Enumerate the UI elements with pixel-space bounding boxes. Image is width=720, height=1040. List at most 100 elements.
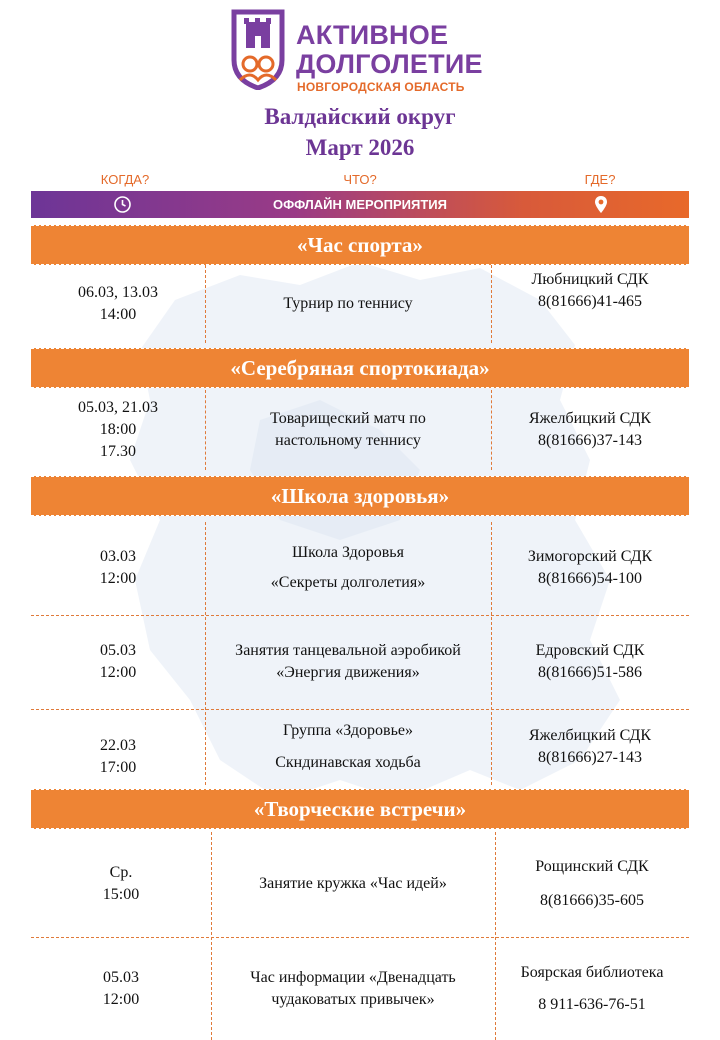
event-title: Турнир по теннису — [283, 295, 413, 312]
column-header-what: ЧТО? — [343, 172, 377, 187]
event-when: 03.03 12:00 — [31, 522, 205, 614]
event-title: Скндинавская ходьба — [275, 754, 421, 771]
event-time: 12:00 — [102, 990, 140, 1008]
logo: АКТИВНОЕ ДОЛГОЛЕТИЕ НОВГОРОДСКАЯ ОБЛАСТЬ — [228, 8, 498, 98]
event-time: 14:00 — [99, 306, 137, 323]
event-time: 12:00 — [99, 663, 137, 681]
logo-region: НОВГОРОДСКАЯ ОБЛАСТЬ — [297, 80, 465, 94]
event-time: 17:00 — [99, 759, 137, 776]
column-divider — [205, 522, 206, 785]
section-title: «Творческие встречи» — [253, 797, 467, 821]
section-header-sport-hour: «Час спорта» — [31, 225, 689, 265]
event-venue: Рощинский СДК — [535, 858, 649, 875]
event-title: Занятие кружка «Час идей» — [259, 875, 447, 892]
event-where: Яжелбицкий СДК 8(81666)37-143 — [491, 390, 689, 470]
event-venue: Яжелбицкий СДК — [528, 410, 652, 427]
map-pin-icon — [595, 196, 607, 213]
logo-emblem-icon — [231, 9, 285, 90]
row-divider — [31, 615, 689, 616]
event-title: «Энергия движения» — [276, 663, 420, 681]
event-date: 05.03 — [100, 641, 136, 659]
page-title-district: Валдайский округ — [264, 104, 456, 129]
event-title: Час информации «Двенадцать — [250, 968, 456, 986]
section-title: «Школа здоровья» — [270, 484, 450, 508]
event-what: Занятие кружка «Час идей» — [211, 832, 495, 936]
event-where: Рощинский СДК 8(81666)35-605 — [495, 832, 689, 936]
row-divider — [31, 937, 689, 938]
event-row: 05.03 12:00 Занятия танцевальной аэробик… — [31, 615, 689, 708]
event-what: Час информации «Двенадцать чудаковатых п… — [211, 937, 495, 1040]
event-venue: Боярская библиотека — [520, 963, 664, 981]
event-date: 22.03 — [100, 737, 136, 754]
event-row: 05.03 12:00 Час информации «Двенадцать ч… — [31, 937, 689, 1040]
column-divider — [205, 390, 206, 470]
event-when: 05.03, 21.03 18:00 17.30 — [31, 390, 205, 470]
event-row: 05.03, 21.03 18:00 17.30 Товарищеский ма… — [31, 390, 689, 470]
column-header-when: КОГДА? — [100, 172, 150, 187]
event-row: Ср. 15:00 Занятие кружка «Час идей» Рощи… — [31, 832, 689, 936]
event-phone: 8(81666)37-143 — [538, 432, 642, 449]
logo-title-line1: АКТИВНОЕ — [296, 20, 449, 50]
event-when: 22.03 17:00 — [31, 709, 205, 785]
event-where: Едровский СДК 8(81666)51-586 — [491, 615, 689, 708]
event-when: 05.03 12:00 — [31, 615, 205, 708]
event-what: Занятия танцевальной аэробикой «Энергия … — [205, 615, 491, 708]
banner-label: ОФФЛАЙН МЕРОПРИЯТИЯ — [273, 197, 447, 212]
page-title-month: Март 2026 — [305, 135, 415, 160]
section-header-creative-meetings: «Творческие встречи» — [31, 789, 689, 829]
clock-icon — [114, 196, 131, 213]
event-venue: Едровский СДК — [535, 641, 645, 659]
event-phone: 8(81666)27-143 — [538, 749, 642, 766]
event-phone: 8 911-636-76-51 — [538, 995, 646, 1013]
logo-title-line2: ДОЛГОЛЕТИЕ — [296, 49, 483, 79]
event-when: 06.03, 13.03 14:00 — [31, 265, 205, 343]
event-where: Зимогорский СДК 8(81666)54-100 — [491, 522, 689, 614]
event-title: Школа Здоровья — [292, 544, 404, 561]
event-title: Группа «Здоровье» — [283, 722, 413, 739]
event-title: Товарищеский матч по — [270, 410, 426, 427]
section-title: «Серебряная спортокиада» — [230, 356, 490, 380]
offline-events-banner: ОФФЛАЙН МЕРОПРИЯТИЯ — [31, 191, 689, 218]
event-row: 22.03 17:00 Группа «Здоровье» Скндинавск… — [31, 709, 689, 785]
section-header-health-school: «Школа здоровья» — [31, 476, 689, 516]
event-phone: 8(81666)54-100 — [538, 570, 642, 587]
column-divider — [491, 265, 492, 343]
event-venue: Зимогорский СДК — [527, 548, 653, 565]
event-row: 03.03 12:00 Школа Здоровья «Секреты долг… — [31, 522, 689, 614]
event-date: 03.03 — [100, 548, 136, 565]
event-what: Товарищеский матч по настольному теннису — [205, 390, 491, 470]
event-time: 18:00 — [99, 421, 137, 438]
event-when: 05.03 12:00 — [31, 937, 211, 1040]
event-where: Яжелбицкий СДК 8(81666)27-143 — [491, 709, 689, 785]
column-divider — [491, 390, 492, 470]
column-divider — [205, 265, 206, 343]
event-venue: Любницкий СДК — [531, 271, 649, 288]
event-what: Группа «Здоровье» Скндинавская ходьба — [205, 709, 491, 785]
column-divider — [211, 832, 212, 1040]
event-date: 05.03, 21.03 — [78, 399, 158, 416]
event-what: Турнир по теннису — [205, 265, 491, 343]
event-row: 06.03, 13.03 14:00 Турнир по теннису Люб… — [31, 265, 689, 343]
event-where: Боярская библиотека 8 911-636-76-51 — [495, 937, 689, 1040]
event-title: «Секреты долголетия» — [270, 574, 426, 591]
event-time: 15:00 — [102, 886, 140, 903]
section-header-silver-sportokiada: «Серебряная спортокиада» — [31, 348, 689, 388]
event-title: чудаковатых привычек» — [271, 990, 435, 1008]
event-phone: 8(81666)35-605 — [540, 892, 644, 909]
column-header-where: ГДЕ? — [584, 172, 616, 187]
event-venue: Яжелбицкий СДК — [528, 727, 652, 744]
section-title: «Час спорта» — [297, 233, 423, 257]
event-date: Ср. — [109, 864, 133, 881]
column-divider — [491, 522, 492, 785]
event-date: 06.03, 13.03 — [78, 284, 158, 301]
event-phone: 8(81666)41-465 — [538, 293, 642, 310]
event-when: Ср. 15:00 — [31, 832, 211, 936]
event-phone: 8(81666)51-586 — [538, 663, 642, 681]
event-time: 17.30 — [100, 443, 136, 460]
row-divider — [31, 709, 689, 710]
event-date: 05.03 — [103, 968, 139, 986]
event-time: 12:00 — [99, 570, 137, 587]
event-where: Любницкий СДК 8(81666)41-465 — [491, 265, 689, 343]
event-title: настольному теннису — [275, 432, 421, 449]
event-what: Школа Здоровья «Секреты долголетия» — [205, 522, 491, 614]
